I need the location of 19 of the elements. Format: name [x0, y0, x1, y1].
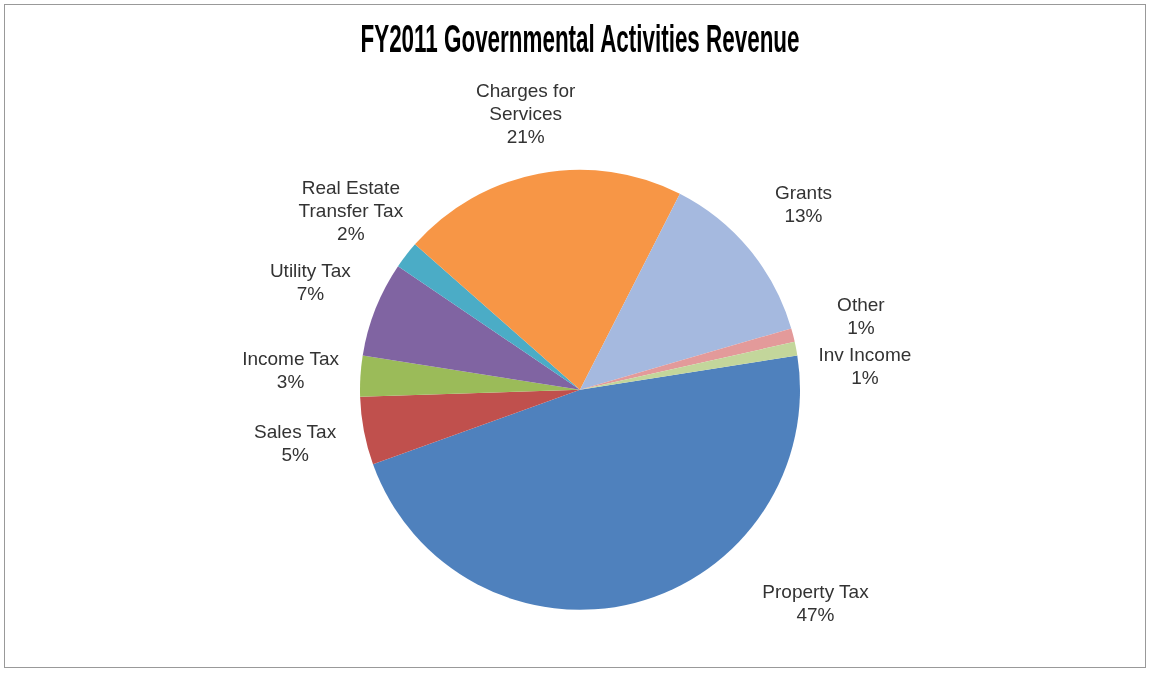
slice-label: Property Tax — [762, 580, 870, 602]
slice-label: Real Estate Transfer Tax — [298, 177, 404, 222]
slice-label: Charges for Services — [476, 79, 576, 124]
data-label: 47% — [796, 603, 835, 625]
slice-label: Other — [837, 294, 886, 316]
slice-label: Sales Tax — [254, 420, 337, 442]
slice-label: Utility Tax — [269, 259, 352, 281]
chart-title: FY2011 Governmental Activities Revenue — [360, 18, 800, 61]
slice-label: Grants — [774, 181, 832, 203]
data-label: 2% — [337, 223, 365, 245]
data-label: 5% — [281, 443, 309, 465]
data-label: 3% — [276, 371, 305, 393]
data-label: 21% — [506, 125, 545, 147]
data-label: 1% — [847, 317, 875, 339]
data-label: 13% — [784, 204, 823, 226]
data-label: 7% — [296, 282, 325, 304]
data-label: 1% — [851, 367, 879, 389]
slice-label: Inv Income — [818, 344, 912, 366]
slice-label: Income Tax — [242, 348, 340, 370]
